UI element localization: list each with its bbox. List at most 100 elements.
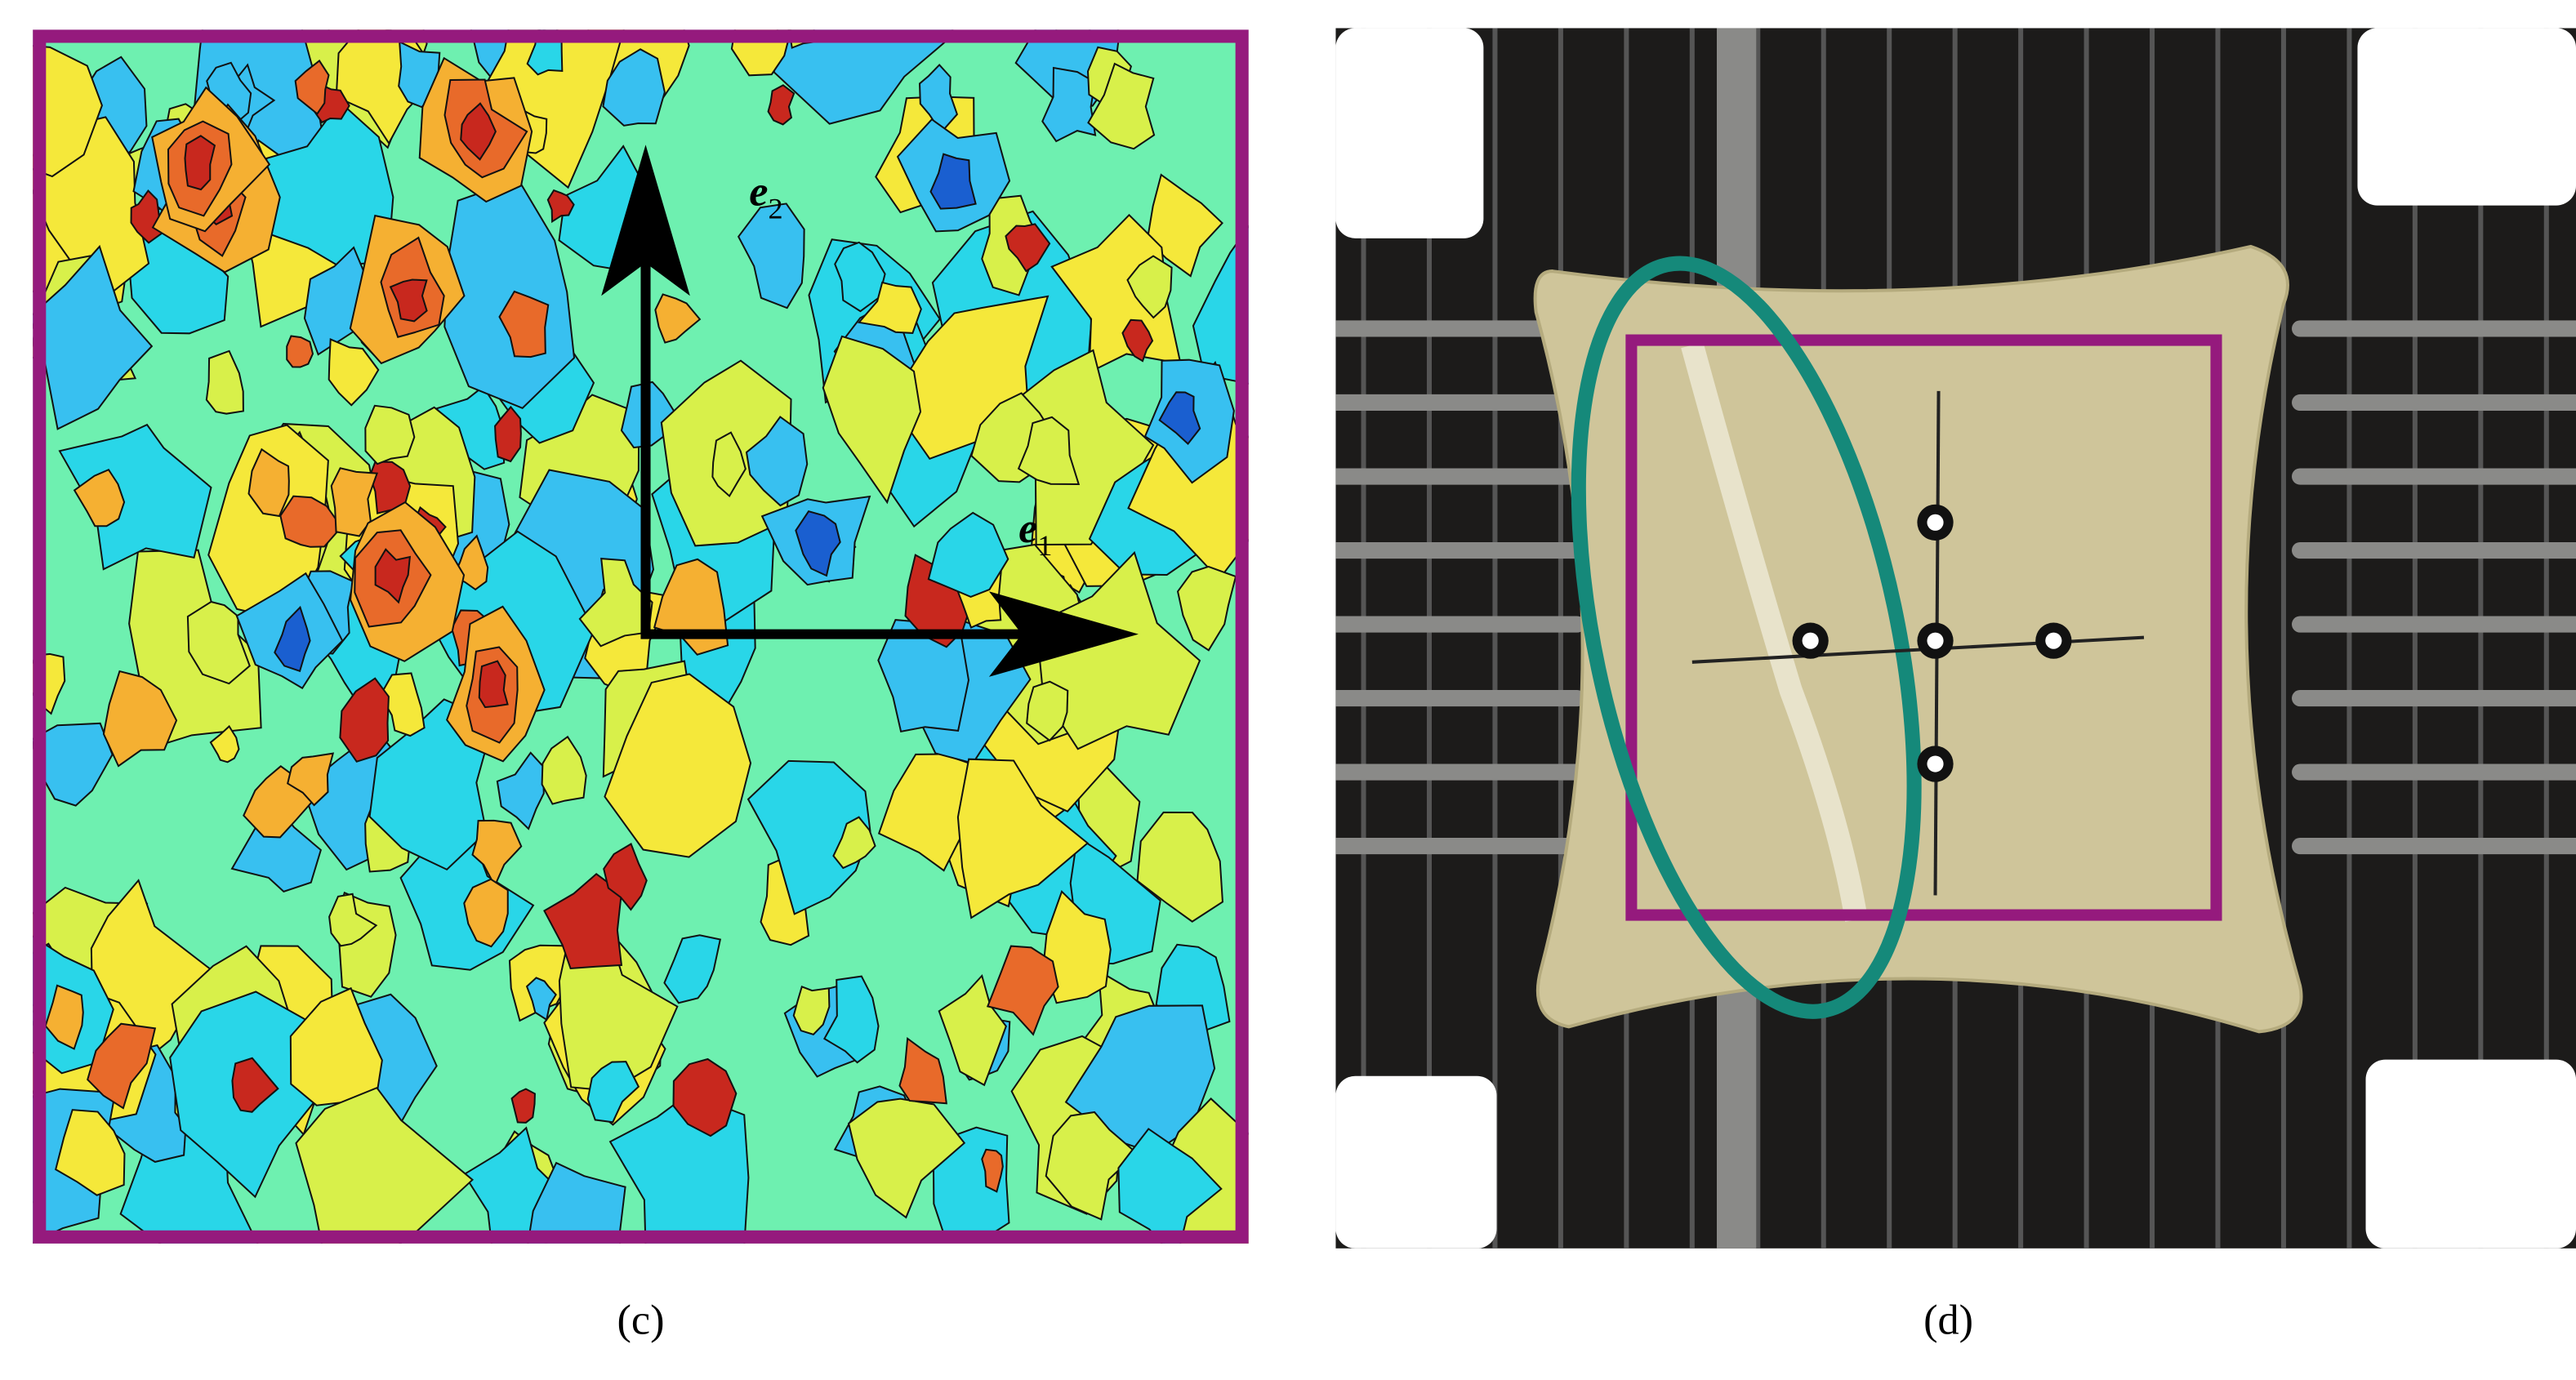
contour-blob	[209, 724, 240, 763]
contour-blob	[1064, 1004, 1216, 1155]
panel-frame	[33, 29, 1249, 1244]
panel-label: (d)	[1923, 1297, 1973, 1344]
contour-blob	[929, 153, 977, 210]
contour-blob	[927, 511, 1009, 599]
contour-blob	[339, 677, 390, 763]
contour-blob	[986, 945, 1059, 1036]
axis-symbol: e	[1018, 505, 1037, 552]
contour-blob	[55, 1109, 126, 1196]
damage-ellipse	[1571, 256, 1922, 1019]
specimen-photo	[1335, 28, 2576, 1249]
contour-blob	[1146, 173, 1223, 278]
contour-blob	[1087, 62, 1156, 150]
contour-blob	[247, 447, 290, 518]
contour-blob	[87, 1022, 157, 1110]
contour-blob	[737, 203, 805, 309]
markers	[1792, 504, 2072, 782]
axis-label: e1	[1018, 505, 1052, 562]
contour-blob	[279, 495, 343, 548]
arrow-head	[601, 145, 690, 296]
contour-blob	[44, 984, 84, 1050]
axis-symbol: e	[749, 168, 768, 216]
contour-blob	[364, 404, 416, 465]
contour-blob	[603, 843, 648, 911]
cutout	[1335, 28, 1484, 238]
contour-blob	[460, 102, 497, 161]
contour-blob	[857, 281, 922, 334]
cutout	[2365, 1059, 2576, 1249]
contour-blob	[496, 751, 545, 830]
contour-blob	[792, 985, 831, 1035]
contour-blob	[205, 349, 244, 415]
contour-blob	[823, 975, 880, 1064]
contour-blob	[832, 816, 876, 870]
contour-blob	[478, 660, 509, 709]
contour-blob	[663, 934, 722, 1004]
contour-blob	[287, 752, 335, 807]
marker-dot-center	[1927, 514, 1944, 531]
contour-blob	[186, 600, 251, 685]
axis-label: e2	[749, 168, 782, 225]
contour-blob	[328, 893, 378, 947]
contour-blob	[1176, 565, 1237, 652]
contour-blob	[1158, 391, 1201, 445]
contour-blob	[510, 1088, 536, 1124]
contour-blob	[898, 1036, 947, 1105]
marker-dot-center	[2045, 632, 2062, 649]
contour-blob	[494, 405, 522, 463]
cutout	[1335, 1075, 1497, 1249]
contour-blob	[541, 735, 587, 805]
contour-blob	[795, 510, 841, 577]
contour-blob	[767, 84, 796, 126]
contour-blob	[956, 758, 1090, 919]
contour-blob	[1026, 680, 1069, 742]
marker-dot-center	[1927, 755, 1944, 772]
contour-blob	[231, 1057, 279, 1113]
contour-blob	[294, 59, 330, 115]
contour-blob	[919, 63, 959, 134]
marker-dot-center	[1927, 632, 1944, 649]
contour-blob	[58, 423, 212, 571]
panel-label: (c)	[617, 1297, 664, 1344]
contour-blob	[184, 135, 216, 191]
contour-blob	[374, 548, 412, 604]
contour-blob	[1042, 889, 1112, 1004]
contour-blob	[463, 878, 509, 948]
axis-subscript: 2	[768, 193, 782, 225]
contour-blob	[295, 1086, 475, 1244]
contour-blob	[981, 1148, 1004, 1193]
contour-blob	[286, 335, 314, 368]
contour-blob	[745, 416, 809, 507]
contour-blob	[525, 977, 557, 1022]
contour-blob	[328, 338, 380, 407]
contour-blob	[711, 431, 747, 498]
contour-blob	[1126, 255, 1173, 319]
contour-blob	[1041, 66, 1097, 143]
arrow-head	[988, 591, 1139, 677]
contour-blob	[1017, 416, 1081, 485]
contour-blob	[102, 670, 178, 768]
contour-blob	[1045, 1111, 1139, 1221]
region-box	[1625, 334, 2222, 921]
contour-blob	[834, 241, 886, 313]
contour-blob	[33, 45, 103, 178]
contour-blob	[602, 48, 666, 127]
contour-blob	[546, 189, 575, 224]
contour-blob	[604, 673, 752, 858]
contour-blob	[498, 290, 550, 358]
contour-blob	[578, 557, 653, 648]
axis-subscript: 1	[1037, 529, 1052, 562]
contour-blob	[1136, 811, 1223, 923]
contour-blob	[1121, 318, 1154, 363]
contour-blob	[822, 335, 922, 505]
contour-blob	[471, 819, 523, 888]
contour-blob	[1192, 225, 1249, 385]
contour-blob	[73, 469, 126, 528]
cutout	[2357, 28, 2576, 206]
contour-blob	[747, 759, 871, 915]
contour-blob	[654, 293, 702, 344]
marker-dot-center	[1802, 632, 1819, 649]
contour-blob	[130, 189, 163, 244]
